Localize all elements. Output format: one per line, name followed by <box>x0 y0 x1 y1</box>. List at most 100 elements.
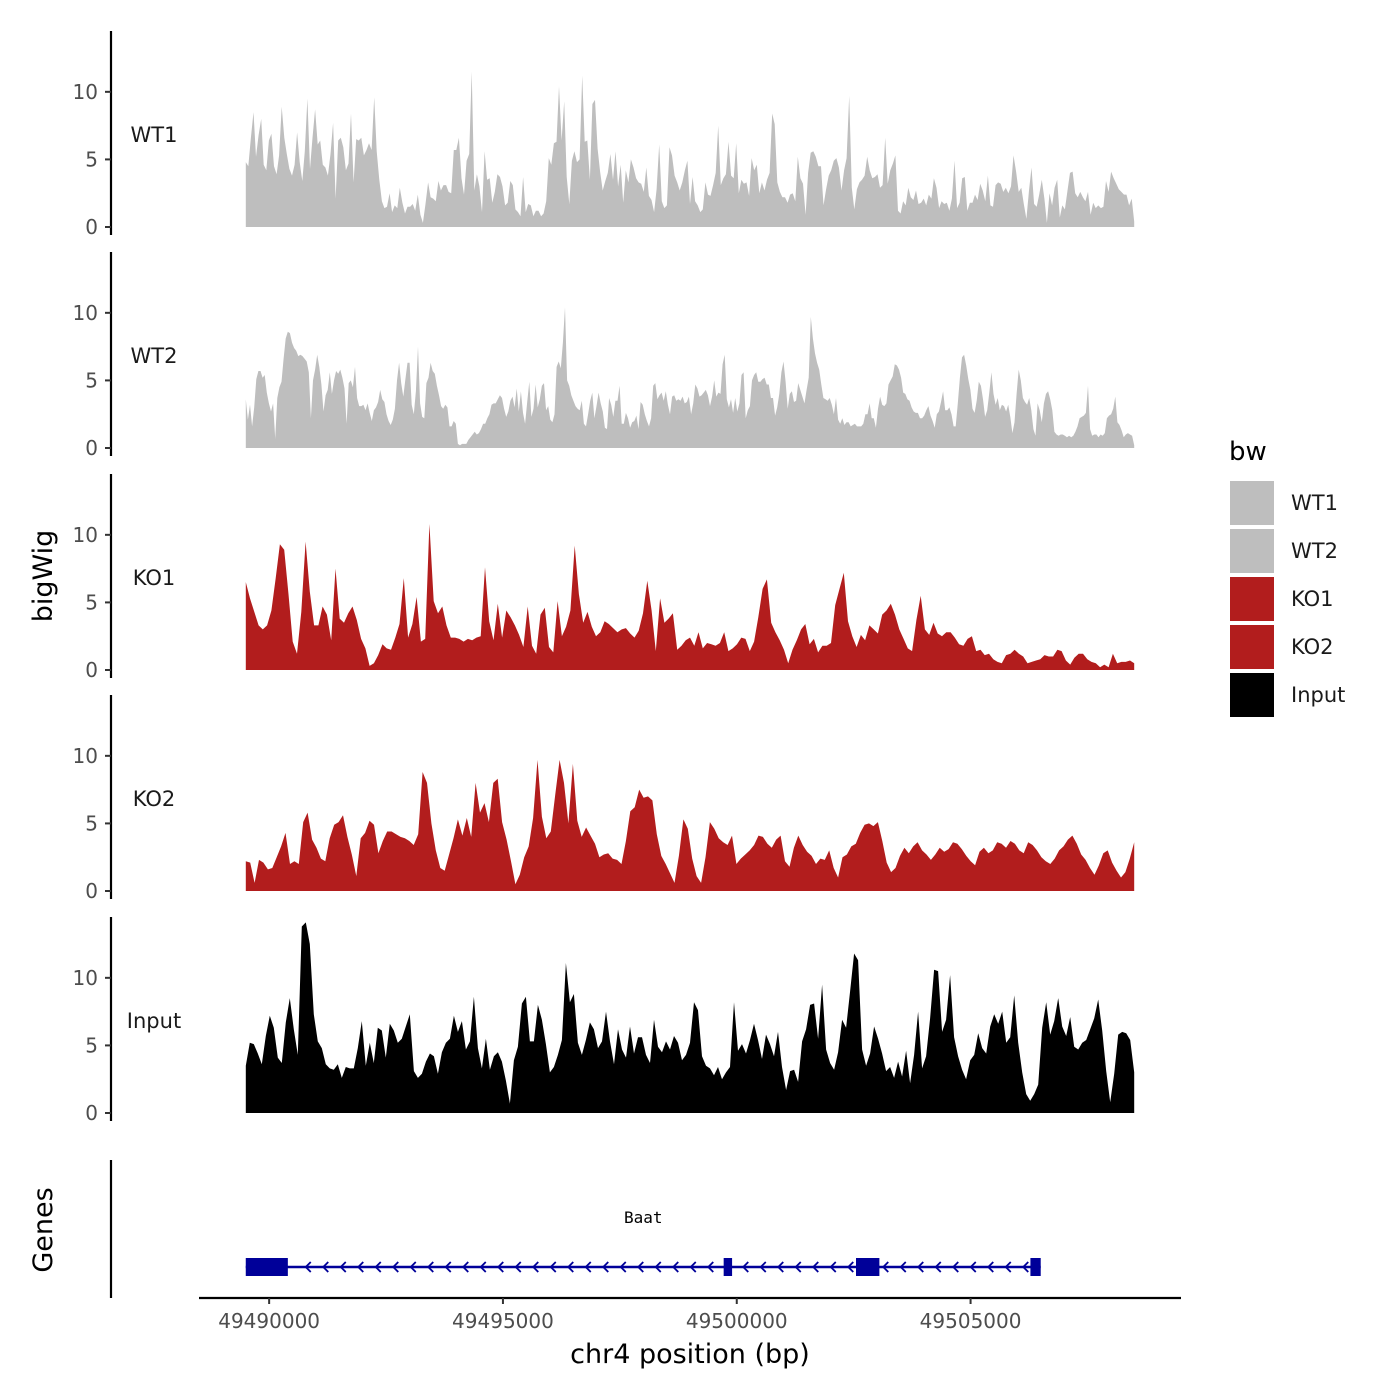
y-axis-title-bigwig: bigWig <box>28 530 59 623</box>
track-wt2: 0 5 10 WT2 <box>73 252 1135 460</box>
legend-item-wt1: WT1 <box>1228 479 1338 527</box>
strand-arrow <box>706 1261 714 1273</box>
y-tick-label: 5 <box>85 147 98 171</box>
y-tick-label: 0 <box>85 1101 98 1125</box>
x-axis: 49490000 49495000 49500000 49505000 <box>199 1296 1181 1333</box>
strand-arrow <box>741 1261 749 1273</box>
exon <box>723 1258 733 1276</box>
x-axis-title: chr4 position (bp) <box>570 1339 810 1370</box>
x-tick-label: 49495000 <box>452 1309 554 1333</box>
strand-arrow <box>409 1261 417 1273</box>
strand-arrow <box>496 1261 504 1273</box>
strand-arrow <box>549 1261 557 1273</box>
strand-arrow <box>1021 1261 1029 1273</box>
y-tick-label: 5 <box>85 368 98 392</box>
x-tick-label: 49500000 <box>686 1309 788 1333</box>
exon <box>1030 1258 1041 1276</box>
signal-area-input <box>245 922 1135 1113</box>
y-tick-label: 10 <box>73 744 98 768</box>
strand-arrow <box>829 1261 837 1273</box>
strand-arrow <box>584 1261 592 1273</box>
strand-arrow <box>374 1261 382 1273</box>
signal-tracks: 0 5 10 WT1 0 5 10 WT2 0 5 10 KO1 0 5 10 KO2 0 5 10 Input <box>73 31 1135 1125</box>
signal-area-wt1 <box>245 71 1135 227</box>
x-tick-label: 49505000 <box>920 1309 1022 1333</box>
y-tick-label: 5 <box>85 811 98 835</box>
strand-arrow <box>339 1261 347 1273</box>
y-tick-label: 10 <box>73 301 98 325</box>
strand-arrow <box>969 1261 977 1273</box>
track-wt1: 0 5 10 WT1 <box>73 31 1135 239</box>
strand-arrow <box>619 1261 627 1273</box>
track-label: Input <box>127 1009 181 1033</box>
strand-arrow <box>461 1261 469 1273</box>
track-label: KO1 <box>133 566 176 590</box>
exon <box>856 1258 880 1276</box>
strand-arrow <box>881 1261 889 1273</box>
strand-arrow <box>759 1261 767 1273</box>
y-tick-label: 10 <box>73 80 98 104</box>
legend-title: bw <box>1229 437 1267 467</box>
legend-label: KO2 <box>1291 635 1334 659</box>
strand-arrow <box>794 1261 802 1273</box>
strand-arrow <box>391 1261 399 1273</box>
y-axis-title-genes: Genes <box>28 1187 59 1272</box>
y-tick-label: 10 <box>73 523 98 547</box>
strand-arrow <box>1004 1261 1012 1273</box>
legend-swatch <box>1228 575 1276 623</box>
y-tick-label: 0 <box>85 879 98 903</box>
track-ko1: 0 5 10 KO1 <box>73 474 1135 682</box>
y-tick-label: 5 <box>85 1033 98 1057</box>
strand-arrow <box>514 1261 522 1273</box>
strand-arrow <box>426 1261 434 1273</box>
strand-arrow <box>444 1261 452 1273</box>
strand-arrow <box>479 1261 487 1273</box>
legend-item-ko1: KO1 <box>1228 575 1334 623</box>
x-tick-label: 49490000 <box>218 1309 320 1333</box>
legend-item-input: Input <box>1228 671 1345 719</box>
strand-arrow <box>846 1261 854 1273</box>
strand-arrow <box>356 1261 364 1273</box>
strand-arrow <box>654 1261 662 1273</box>
legend-swatch <box>1228 527 1276 575</box>
legend-label: WT2 <box>1291 539 1338 563</box>
legend-label: KO1 <box>1291 587 1334 611</box>
legend: bw WT1 WT2 KO1 KO2 Input <box>1228 437 1345 719</box>
legend-item-wt2: WT2 <box>1228 527 1338 575</box>
strand-arrow <box>899 1261 907 1273</box>
strand-arrow <box>531 1261 539 1273</box>
strand-arrow <box>671 1261 679 1273</box>
strand-arrow <box>776 1261 784 1273</box>
strand-arrow <box>304 1261 312 1273</box>
strand-arrow <box>601 1261 609 1273</box>
track-ko2: 0 5 10 KO2 <box>73 695 1135 903</box>
track-label: WT2 <box>131 344 178 368</box>
track-input: 0 5 10 Input <box>73 917 1135 1125</box>
y-tick-label: 10 <box>73 966 98 990</box>
legend-label: WT1 <box>1291 491 1338 515</box>
exon <box>245 1258 288 1276</box>
gene-baat: Baat <box>245 1208 1041 1276</box>
y-tick-label: 0 <box>85 215 98 239</box>
legend-swatch <box>1228 671 1276 719</box>
strand-arrow <box>689 1261 697 1273</box>
legend-label: Input <box>1291 683 1345 707</box>
y-tick-label: 0 <box>85 658 98 682</box>
signal-area-ko1 <box>245 524 1135 670</box>
strand-arrow <box>986 1261 994 1273</box>
signal-area-ko2 <box>245 759 1135 891</box>
y-tick-label: 0 <box>85 436 98 460</box>
strand-arrow <box>566 1261 574 1273</box>
strand-arrow <box>636 1261 644 1273</box>
gene-panel: Baat <box>109 1160 1041 1298</box>
legend-item-ko2: KO2 <box>1228 623 1334 671</box>
track-label: WT1 <box>131 123 178 147</box>
gene-label: Baat <box>624 1208 663 1227</box>
strand-arrow <box>951 1261 959 1273</box>
signal-area-wt2 <box>245 307 1135 448</box>
strand-arrow <box>916 1261 924 1273</box>
legend-swatch <box>1228 479 1276 527</box>
y-tick-label: 5 <box>85 590 98 614</box>
legend-swatch <box>1228 623 1276 671</box>
strand-arrow <box>811 1261 819 1273</box>
